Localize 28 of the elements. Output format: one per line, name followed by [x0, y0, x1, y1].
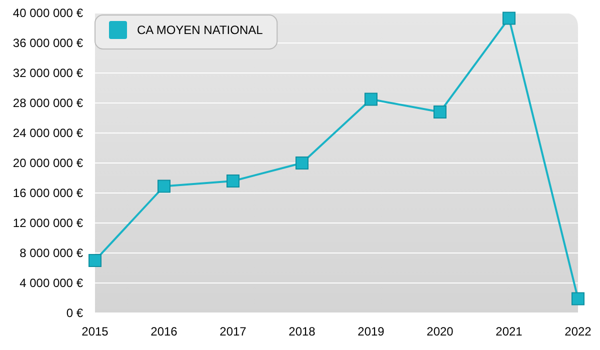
y-tick-label: 16 000 000 €	[12, 186, 84, 200]
legend-label: CA MOYEN NATIONAL	[137, 23, 264, 37]
point	[434, 106, 446, 118]
x-tick-label: 2015	[82, 324, 109, 339]
point	[502, 12, 516, 25]
y-tick-label: 24 000 000 €	[12, 126, 84, 140]
x-tick-label: 2022	[564, 324, 592, 339]
x-tick-label: 2016	[150, 324, 178, 339]
y-tick-label: 0 €	[66, 306, 84, 320]
x-tick-label: 2021	[496, 324, 523, 339]
x-tick-label: 2018	[288, 324, 316, 339]
point	[572, 292, 584, 306]
y-tick-label: 28 000 000 €	[12, 96, 84, 110]
x-tick-label: 2017	[220, 324, 247, 339]
point	[296, 156, 308, 170]
y-tick-label: 4 000 000 €	[20, 276, 84, 290]
y-tick-label: 36 000 000 €	[12, 36, 84, 50]
y-tick-label: 40 000 000 €	[12, 6, 84, 20]
y-tick-label: 20 000 000 €	[12, 156, 84, 170]
x-tick-label: 2019	[358, 324, 385, 339]
y-tick-label: 32 000 000 €	[12, 66, 84, 80]
y-tick-label: 12 000 000 €	[12, 216, 84, 230]
point	[226, 174, 240, 188]
x-tick-label: 2020	[426, 324, 454, 339]
point	[158, 180, 170, 193]
y-tick-label: 8 000 000 €	[20, 246, 84, 260]
point	[88, 254, 102, 267]
point	[364, 92, 378, 106]
